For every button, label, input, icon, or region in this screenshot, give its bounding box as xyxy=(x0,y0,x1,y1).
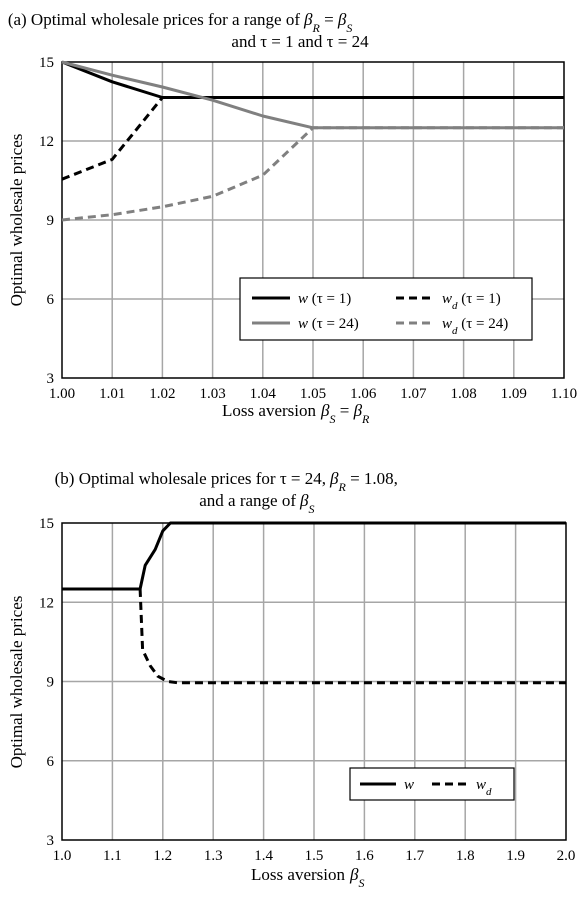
panel-b-title-line1: (b) Optimal wholesale prices for τ = 24, xyxy=(55,469,326,488)
panel-b-y-axis-label: Optimal wholesale prices xyxy=(7,596,26,769)
panel-b-x-tick-label: 2.0 xyxy=(557,848,576,864)
panel-a-x-tick-label: 1.07 xyxy=(400,386,427,402)
panel-b-y-tick-label: 15 xyxy=(39,516,54,532)
panel-a-x-tick-label: 1.00 xyxy=(49,386,75,402)
panel-a-x-tick-labels: 1.00 1.01 1.02 1.03 1.04 1.05 1.06 1.07 1.08 1.09… xyxy=(49,386,577,402)
panel-a-x-axis-label: Loss aversion xyxy=(222,401,316,420)
panel-b-legend: w wd xyxy=(349,767,515,801)
panel-a-title-line2: and τ = 1 and τ = 24 xyxy=(231,32,369,51)
panel-a-y-tick-labels: 3 6 9 12 15 xyxy=(39,55,55,387)
panel-b-series-line-0 xyxy=(62,521,566,591)
panel-a: (a) Optimal wholesale prices for a range… xyxy=(7,10,577,426)
panel-b-x-tick-label: 1.4 xyxy=(254,848,273,864)
panel-b-y-tick-labels: 3 6 9 12 15 xyxy=(39,516,55,849)
panel-a-y-tick-label: 3 xyxy=(47,371,55,387)
panel-a-title-line1: (a) Optimal wholesale prices for a range… xyxy=(8,10,301,29)
panel-b-legend-label: w xyxy=(404,777,414,793)
panel-a-x-tick-label: 1.02 xyxy=(149,386,175,402)
panel-b-x-axis-label-beta: βS xyxy=(349,865,364,890)
panel-b-series-line-1 xyxy=(138,588,566,685)
panel-b-x-tick-label: 1.2 xyxy=(153,848,172,864)
panel-a-legend: w (τ = 1) wd (τ = 1) w (τ = 24) wd (τ = 24) xyxy=(239,277,533,341)
panel-b-x-tick-label: 1.3 xyxy=(204,848,223,864)
panel-a-legend-label: wd (τ = 24) xyxy=(442,316,508,337)
panel-b-x-tick-label: 1.7 xyxy=(405,848,424,864)
panel-b-title-line2: and a range of xyxy=(199,491,296,510)
panel-a-x-tick-label: 1.10 xyxy=(551,386,577,402)
panel-b-x-tick-label: 1.6 xyxy=(355,848,374,864)
panel-b-legend-label: wd xyxy=(476,777,492,798)
panel-a-x-tick-label: 1.05 xyxy=(300,386,326,402)
panel-a-series-line-1 xyxy=(61,96,564,181)
panel-b-y-tick-label: 6 xyxy=(47,754,55,770)
panel-a-y-tick-label: 6 xyxy=(47,292,55,308)
panel-a-x-tick-label: 1.03 xyxy=(199,386,225,402)
panel-a-legend-label: w (τ = 24) xyxy=(298,316,359,332)
panel-b-title-beta-r: βR = 1.08, xyxy=(329,469,398,494)
panel-a-x-tick-label: 1.01 xyxy=(99,386,125,402)
panel-b-x-tick-label: 1.5 xyxy=(305,848,324,864)
panel-a-x-axis-label-expr: βS = βR xyxy=(320,401,370,426)
panel-b-x-tick-label: 1.1 xyxy=(103,848,122,864)
panel-b-x-tick-labels: 1.0 1.1 1.2 1.3 1.4 1.5 1.6 1.7 1.8 1.9 2.0 xyxy=(53,848,576,864)
panel-b-y-tick-label: 9 xyxy=(47,675,55,691)
panel-b-title-beta-s: βS xyxy=(299,491,314,516)
panel-a-y-tick-label: 15 xyxy=(39,55,54,71)
panel-b-x-tick-label: 1.8 xyxy=(456,848,475,864)
panel-a-x-tick-label: 1.04 xyxy=(250,386,277,402)
panel-b-x-tick-label: 1.9 xyxy=(506,848,525,864)
panel-a-series-line-0 xyxy=(61,60,564,99)
panel-b-x-axis-label: Loss aversion xyxy=(251,865,345,884)
panel-a-y-tick-label: 12 xyxy=(39,134,54,150)
panel-a-title-line1-text: (a) Optimal wholesale prices for a range… xyxy=(8,10,301,29)
panel-b-y-tick-label: 3 xyxy=(47,833,55,849)
panel-b-y-tick-label: 12 xyxy=(39,595,54,611)
panel-a-legend-label: wd (τ = 1) xyxy=(442,291,501,312)
panel-a-y-axis-label: Optimal wholesale prices xyxy=(7,134,26,307)
panel-a-legend-label: w (τ = 1) xyxy=(298,291,351,307)
panel-a-series-line-3 xyxy=(61,126,564,222)
panel-b: (b) Optimal wholesale prices for τ = 24,… xyxy=(7,469,575,890)
panel-a-y-tick-label: 9 xyxy=(47,213,55,229)
panel-a-x-tick-label: 1.06 xyxy=(350,386,377,402)
panel-a-legend-box xyxy=(239,277,533,341)
panel-a-x-tick-label: 1.09 xyxy=(501,386,527,402)
panel-b-series-lines xyxy=(62,521,566,685)
panel-a-series-lines xyxy=(61,60,564,222)
panel-a-x-tick-label: 1.08 xyxy=(450,386,476,402)
panel-b-x-tick-label: 1.0 xyxy=(53,848,72,864)
